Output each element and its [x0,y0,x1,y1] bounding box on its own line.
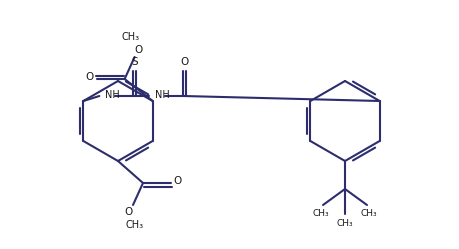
Text: O: O [124,207,133,217]
Text: CH₃: CH₃ [126,220,144,230]
Text: NH: NH [105,90,120,100]
Text: NH: NH [155,90,170,100]
Text: CH₃: CH₃ [360,208,376,217]
Text: CH₃: CH₃ [312,208,329,217]
Text: O: O [174,176,182,186]
Text: CH₃: CH₃ [121,32,140,42]
Text: O: O [180,57,188,67]
Text: S: S [131,57,137,67]
Text: O: O [134,45,142,55]
Text: O: O [85,72,94,82]
Text: CH₃: CH₃ [336,219,353,228]
